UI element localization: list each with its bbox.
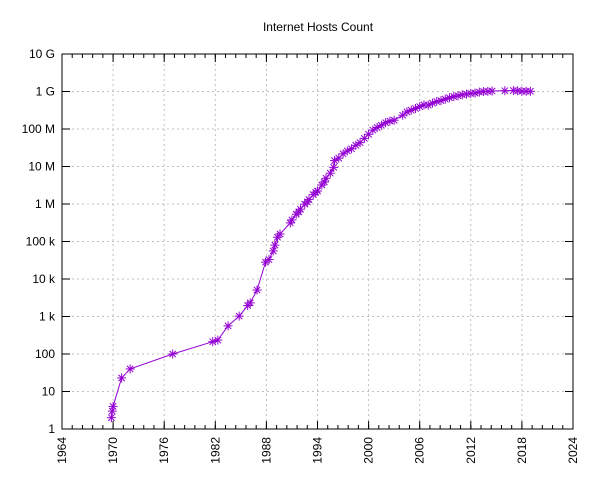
y-tick-label: 1: [48, 422, 55, 436]
marker-stroke: [437, 97, 445, 105]
marker-stroke: [288, 216, 296, 224]
data-point: [372, 123, 382, 133]
marker-stroke: [235, 312, 243, 320]
data-point: [287, 215, 297, 225]
x-tick-label: 2000: [362, 437, 376, 464]
marker-stroke: [454, 92, 462, 100]
series: [106, 86, 535, 423]
x-tick-label: 1988: [259, 437, 273, 464]
x-tick-label: 1994: [311, 437, 325, 464]
plot-border: [61, 53, 574, 430]
marker-stroke: [169, 350, 177, 358]
data-point: [245, 298, 255, 308]
x-tick-label: 2006: [413, 437, 427, 464]
data-point: [415, 102, 425, 112]
marker-stroke: [224, 322, 232, 330]
data-point: [270, 240, 280, 250]
y-tick-label: 10 G: [29, 47, 55, 61]
marker-stroke: [450, 93, 458, 101]
data-point: [106, 413, 116, 423]
y-tick-label: 10 k: [32, 272, 56, 286]
x-tick-label: 1964: [55, 437, 69, 464]
y-tick-label: 1 G: [36, 85, 55, 99]
y-tick-label: 10: [42, 385, 56, 399]
data-point: [500, 86, 510, 96]
data-point: [168, 349, 178, 359]
data-point: [525, 86, 535, 96]
data-point: [321, 173, 331, 183]
x-tick-label: 2018: [515, 437, 529, 464]
marker-stroke: [107, 414, 115, 422]
ticks: 1964 1970 1976 1982 1988 1994 2000 2006 2012 2018…: [22, 47, 580, 464]
data-point: [213, 335, 223, 345]
chart-title: Internet Hosts Count: [263, 20, 374, 34]
marker-stroke: [441, 95, 449, 103]
data-point: [275, 229, 285, 239]
data-point: [223, 321, 233, 331]
marker-stroke: [369, 126, 377, 134]
x-tick-label: 2024: [566, 437, 580, 464]
marker-stroke: [488, 87, 496, 95]
x-tick-label: 1970: [106, 437, 120, 464]
grid: [62, 54, 573, 429]
data-point: [108, 401, 118, 411]
marker-stroke: [253, 286, 261, 294]
marker-stroke: [276, 230, 284, 238]
marker-stroke: [433, 97, 441, 105]
data-point: [264, 255, 274, 265]
marker-stroke: [322, 174, 330, 182]
data-point: [487, 86, 497, 96]
marker-stroke: [348, 145, 356, 153]
data-point: [313, 186, 322, 196]
data-point: [389, 115, 399, 125]
data-point: [234, 311, 244, 321]
series-line: [110, 90, 531, 418]
marker-stroke: [339, 150, 347, 158]
y-tick-label: 1 k: [39, 310, 56, 324]
data-point: [252, 285, 262, 295]
y-tick-label: 100: [35, 347, 55, 361]
marker-stroke: [330, 163, 338, 171]
data-point: [295, 204, 305, 214]
marker-stroke: [313, 187, 322, 195]
x-tick-label: 2012: [464, 437, 478, 464]
y-tick-label: 100 M: [22, 122, 55, 136]
marker-stroke: [296, 205, 304, 213]
data-point: [268, 246, 278, 256]
data-point: [453, 91, 463, 101]
marker-stroke: [271, 241, 279, 249]
marker-stroke: [399, 111, 407, 119]
marker-stroke: [526, 87, 534, 95]
marker-stroke: [463, 90, 471, 98]
marker-stroke: [246, 299, 254, 307]
data-point: [329, 162, 339, 172]
marker-stroke: [109, 402, 117, 410]
marker-stroke: [382, 119, 390, 127]
marker-stroke: [265, 256, 273, 264]
marker-stroke: [352, 141, 360, 149]
marker-stroke: [446, 94, 454, 102]
x-tick-label: 1976: [157, 437, 171, 464]
marker-stroke: [390, 116, 398, 124]
marker-stroke: [501, 87, 509, 95]
marker-stroke: [471, 89, 479, 97]
marker-stroke: [214, 336, 222, 344]
data-point: [117, 373, 127, 383]
marker-stroke: [126, 365, 134, 373]
marker-stroke: [326, 169, 334, 177]
x-tick-label: 1982: [208, 437, 222, 464]
y-tick-label: 10 M: [28, 160, 55, 174]
y-tick-label: 100 k: [26, 235, 56, 249]
data-point: [319, 177, 329, 187]
data-point: [125, 364, 135, 374]
marker-stroke: [386, 117, 394, 125]
marker-stroke: [108, 407, 116, 415]
marker-stroke: [118, 374, 126, 382]
y-tick-label: 1 M: [35, 197, 55, 211]
data-point: [325, 168, 335, 178]
data-point: [347, 144, 357, 154]
